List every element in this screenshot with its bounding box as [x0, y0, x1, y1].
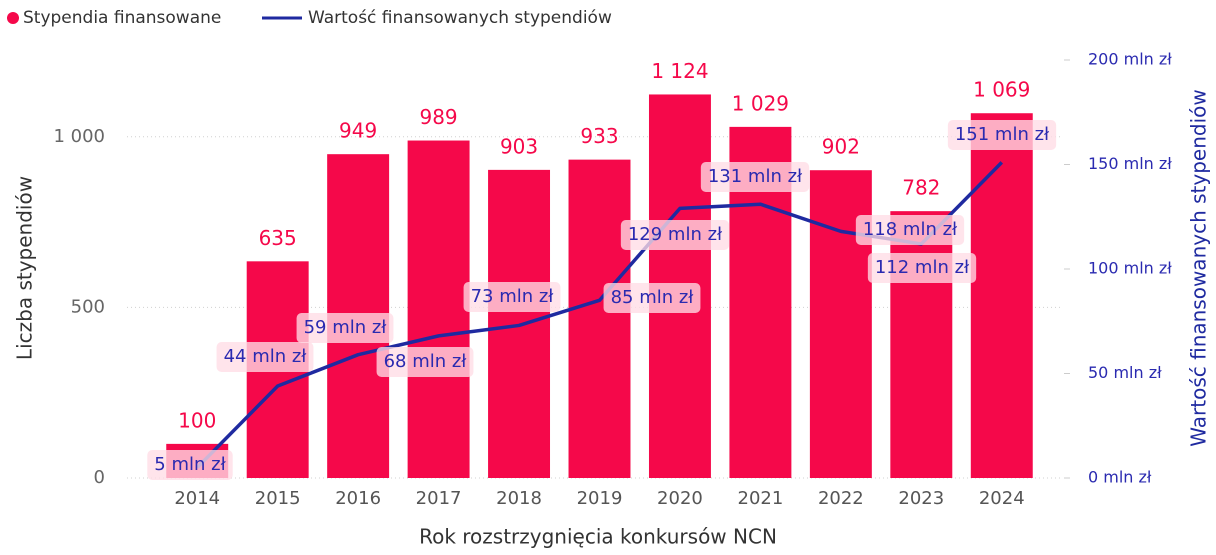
bar-value-label: 1 124 [651, 59, 708, 83]
line-value-label-text: 131 mln zł [708, 166, 803, 187]
line-value-label-text: 44 mln zł [224, 346, 308, 367]
line-value-label: 44 mln zł [216, 342, 314, 372]
bar-value-label: 902 [822, 135, 860, 159]
x-tick-label: 2023 [898, 488, 944, 509]
label-box [147, 450, 233, 480]
line-value-label-text: 68 mln zł [384, 351, 468, 372]
bar [970, 113, 1033, 478]
line-value-label: 85 mln zł [603, 283, 701, 313]
y2-tick-label: 50 mln zł [1088, 363, 1162, 382]
x-tick-label: 2022 [818, 488, 864, 509]
line-value-label: 129 mln zł [620, 220, 730, 250]
line-value-label: 5 mln zł [147, 450, 233, 480]
line-value-label-text: 151 mln zł [955, 124, 1050, 145]
y-axis-title: Liczba stypendiów [13, 176, 37, 360]
bar-value-label: 782 [902, 176, 940, 200]
bar-value-label: 989 [419, 105, 457, 129]
bar-value-label: 635 [259, 226, 297, 250]
line-value-label: 112 mln zł [867, 253, 977, 283]
line-value-label: 68 mln zł [376, 347, 474, 377]
x-tick-label: 2014 [174, 488, 220, 509]
line-value-label-text: 112 mln zł [875, 257, 970, 278]
line-value-label-text: 59 mln zł [304, 317, 388, 338]
x-tick-label: 2021 [738, 488, 784, 509]
line-value-label: 131 mln zł [700, 162, 810, 192]
bar [890, 211, 953, 478]
line-value-label: 59 mln zł [296, 313, 394, 343]
y2-tick-label: 0 mln zł [1088, 468, 1152, 487]
bar-value-label: 903 [500, 134, 538, 158]
label-box [700, 162, 810, 192]
line-value-label: 73 mln zł [463, 282, 561, 312]
label-box [376, 347, 474, 377]
bar-value-label: 100 [178, 408, 216, 432]
legend-label: Stypendia finansowane [23, 8, 221, 28]
line-value-label-text: 85 mln zł [611, 287, 695, 308]
label-box [947, 120, 1057, 150]
x-tick-label: 2016 [335, 488, 381, 509]
y-tick-label: 1 000 [53, 126, 105, 147]
label-box [867, 253, 977, 283]
x-tick-label: 2024 [979, 488, 1025, 509]
y2-axis-title: Wartość finansowanych stypendiów [1187, 89, 1211, 446]
bar [407, 140, 470, 478]
x-axis-title: Rok rozstrzygnięcia konkursów NCN [419, 525, 777, 549]
line-value-label: 118 mln zł [855, 215, 965, 245]
bar-value-label: 949 [339, 119, 377, 143]
y2-tick-label: 100 mln zł [1088, 259, 1172, 278]
x-tick-label: 2020 [657, 488, 703, 509]
legend-marker [7, 12, 19, 24]
line-value-label-text: 129 mln zł [628, 224, 723, 245]
y-tick-label: 500 [71, 296, 105, 317]
line-value-label-text: 73 mln zł [471, 286, 555, 307]
legend-label: Wartość finansowanych stypendiów [308, 8, 612, 28]
label-box [296, 313, 394, 343]
bar-value-label: 1 069 [973, 78, 1030, 102]
bar-value-label: 1 029 [732, 91, 789, 115]
x-tick-label: 2015 [255, 488, 301, 509]
y-tick-label: 0 [94, 467, 105, 488]
label-box [463, 282, 561, 312]
y2-tick-label: 200 mln zł [1088, 50, 1172, 69]
y2-tick-label: 150 mln zł [1088, 154, 1172, 173]
line-value-label-text: 118 mln zł [863, 219, 958, 240]
label-box [855, 215, 965, 245]
line-value-label-text: 5 mln zł [154, 454, 226, 475]
bar-value-label: 933 [580, 124, 618, 148]
x-tick-label: 2017 [416, 488, 462, 509]
bar [568, 159, 631, 478]
label-box [603, 283, 701, 313]
x-tick-label: 2019 [577, 488, 623, 509]
line-value-label: 151 mln zł [947, 120, 1057, 150]
label-box [216, 342, 314, 372]
label-box [620, 220, 730, 250]
x-tick-label: 2018 [496, 488, 542, 509]
